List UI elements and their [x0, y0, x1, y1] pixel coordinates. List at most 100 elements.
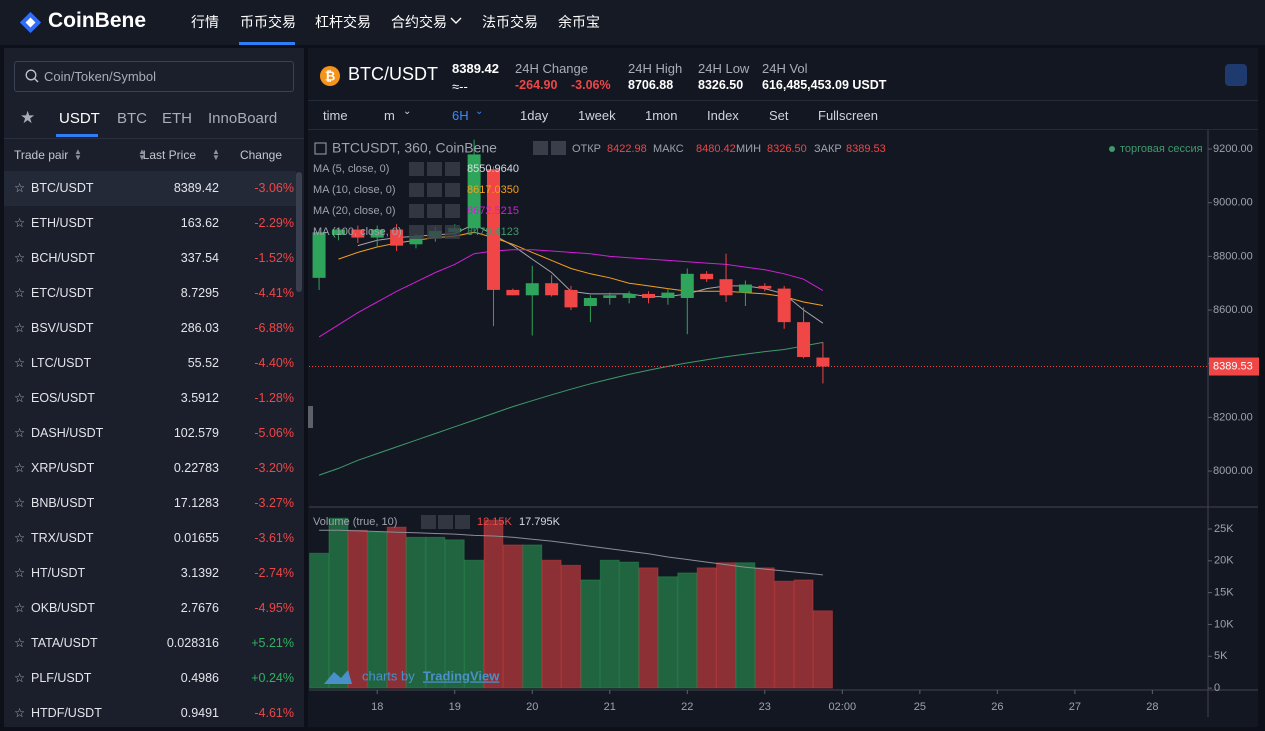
theme-button[interactable]	[1225, 64, 1247, 86]
chart-title: BTCUSDT, 360, CoinBene	[332, 140, 497, 156]
svg-text:₿: ₿	[325, 68, 336, 83]
favorite-star[interactable]: ☆	[14, 566, 26, 580]
pair-row[interactable]: ☆ ETH/USDT 163.62 -2.29%	[4, 206, 296, 241]
pair-row[interactable]: ☆ BSV/USDT 286.03 -6.88%	[4, 311, 296, 346]
toolbar-item[interactable]: time	[323, 108, 348, 123]
nav-item[interactable]: 法币交易	[482, 14, 538, 30]
volume-bar	[347, 529, 368, 689]
sort-icon[interactable]: ▲ ▼	[138, 147, 146, 162]
pair-name: EOS/USDT	[31, 391, 95, 405]
pair-row[interactable]: ☆ TRX/USDT 0.01655 -3.61%	[4, 521, 296, 556]
pair-row[interactable]: ☆ ETC/USDT 8.7295 -4.41%	[4, 276, 296, 311]
column-header[interactable]: Last Price	[142, 148, 196, 162]
favorite-star[interactable]: ☆	[14, 426, 26, 440]
price-change: +0.24%	[251, 671, 294, 685]
favorite-star[interactable]: ☆	[14, 601, 26, 615]
pair-row[interactable]: ☆ BTC/USDT 8389.42 -3.06%	[4, 171, 296, 206]
candle-body	[680, 273, 694, 298]
x-tick-label: 21	[604, 701, 616, 713]
last-price: 102.579	[173, 426, 219, 440]
x-tick-label: 26	[991, 701, 1003, 713]
nav-item[interactable]: 合约交易	[391, 14, 447, 30]
market-tab[interactable]: InnoBoard	[208, 110, 278, 127]
toolbar-item[interactable]: 1day	[520, 108, 549, 123]
market-tab[interactable]: ETH	[162, 110, 192, 127]
nav-item[interactable]: 杠杆交易	[315, 14, 371, 30]
market-tab[interactable]: BTC	[117, 110, 147, 127]
volume-name: Volume (true, 10)	[313, 516, 397, 528]
ohlc-value: 8326.50	[767, 143, 807, 155]
favorite-star[interactable]: ☆	[14, 216, 26, 230]
pair-row[interactable]: ☆ BNB/USDT 17.1283 -3.27%	[4, 486, 296, 521]
favorite-star[interactable]: ☆	[14, 461, 26, 475]
favorite-star[interactable]: ☆	[14, 496, 26, 510]
pair-row[interactable]: ☆ BCH/USDT 337.54 -1.52%	[4, 241, 296, 276]
nav-item[interactable]: 行情	[191, 14, 219, 30]
toolbar-item[interactable]: 1mon	[645, 108, 678, 123]
pair-row[interactable]: ☆ HTDF/USDT 0.9491 -4.61%	[4, 696, 296, 731]
price-change: -1.28%	[254, 391, 294, 405]
dropdown-chevron[interactable]: ⌄	[403, 106, 412, 117]
price-change: -3.20%	[254, 461, 294, 475]
x-tick-label: 25	[914, 701, 926, 713]
legend-button	[409, 162, 424, 176]
active-underline	[239, 42, 295, 45]
column-header[interactable]: Change	[239, 148, 282, 162]
pair-row[interactable]: ☆ EOS/USDT 3.5912 -1.28%	[4, 381, 296, 416]
toolbar-item[interactable]: Fullscreen	[818, 108, 878, 123]
logo-text[interactable]: CoinBene	[48, 9, 147, 32]
last-price: 337.54	[180, 251, 219, 265]
candle-body	[661, 292, 675, 298]
toolbar-item[interactable]: Index	[707, 108, 739, 123]
pair-row[interactable]: ☆ HT/USDT 3.1392 -2.74%	[4, 556, 296, 591]
favorite-star[interactable]: ☆	[14, 706, 26, 720]
favorites-star[interactable]: ★	[20, 108, 36, 127]
favorite-star[interactable]: ☆	[14, 286, 26, 300]
legend-button	[409, 225, 424, 239]
sort-icon[interactable]: ▲ ▼	[212, 147, 220, 162]
price-tag-label: 8389.53	[1213, 360, 1253, 372]
market-tab[interactable]: USDT	[59, 110, 100, 127]
watermark-brand[interactable]: TradingView	[423, 668, 500, 683]
tradingview-logo	[324, 670, 352, 684]
sort-icon[interactable]: ▲ ▼	[74, 147, 82, 162]
pair-row[interactable]: ☆ LTC/USDT 55.52 -4.40%	[4, 346, 296, 381]
favorite-star[interactable]: ☆	[14, 531, 26, 545]
favorite-star[interactable]: ☆	[14, 356, 26, 370]
stat-label: 24H High	[628, 61, 683, 76]
nav-item[interactable]: 余币宝	[558, 14, 600, 30]
toolbar-item[interactable]: m	[384, 108, 395, 123]
candle-body	[351, 229, 365, 238]
toolbar-item[interactable]: 6H	[452, 108, 469, 123]
volume-bar	[774, 580, 795, 689]
pair-row[interactable]: ☆ DASH/USDT 102.579 -5.06%	[4, 416, 296, 451]
favorite-star[interactable]: ☆	[14, 321, 26, 335]
last-price: 17.1283	[173, 496, 219, 510]
nav-item[interactable]: 币币交易	[240, 14, 296, 30]
last-price: 2.7676	[180, 601, 219, 615]
price-change: -4.40%	[254, 356, 294, 370]
favorite-star[interactable]: ☆	[14, 671, 26, 685]
column-header[interactable]: Trade pair	[14, 148, 69, 162]
favorite-star[interactable]: ☆	[14, 181, 26, 195]
volume-bar	[619, 561, 640, 689]
toolbar-item[interactable]: 1week	[578, 108, 616, 123]
dropdown-chevron[interactable]: ⌄	[475, 106, 484, 117]
pair-row[interactable]: ☆ OKB/USDT 2.7676 -4.95%	[4, 591, 296, 626]
candle-body	[816, 357, 830, 367]
search-icon	[25, 69, 39, 83]
pair-row[interactable]: ☆ TATA/USDT 0.028316 +5.21%	[4, 626, 296, 661]
pair-row[interactable]: ☆ PLF/USDT 0.4986 +0.24%	[4, 661, 296, 696]
volume-bar	[309, 552, 330, 689]
favorite-star[interactable]: ☆	[14, 251, 26, 265]
legend-button	[533, 141, 548, 155]
pair-row[interactable]: ☆ XRP/USDT 0.22783 -3.20%	[4, 451, 296, 486]
pair-name: BTC/USDT	[31, 181, 94, 195]
collapse-icon	[314, 142, 327, 155]
favorite-star[interactable]: ☆	[14, 391, 26, 405]
search-box[interactable]: Coin/Token/Symbol	[14, 61, 294, 92]
candle-body	[486, 169, 500, 290]
favorite-star[interactable]: ☆	[14, 636, 26, 650]
toolbar-item[interactable]: Set	[769, 108, 789, 123]
candle-body	[545, 283, 559, 296]
